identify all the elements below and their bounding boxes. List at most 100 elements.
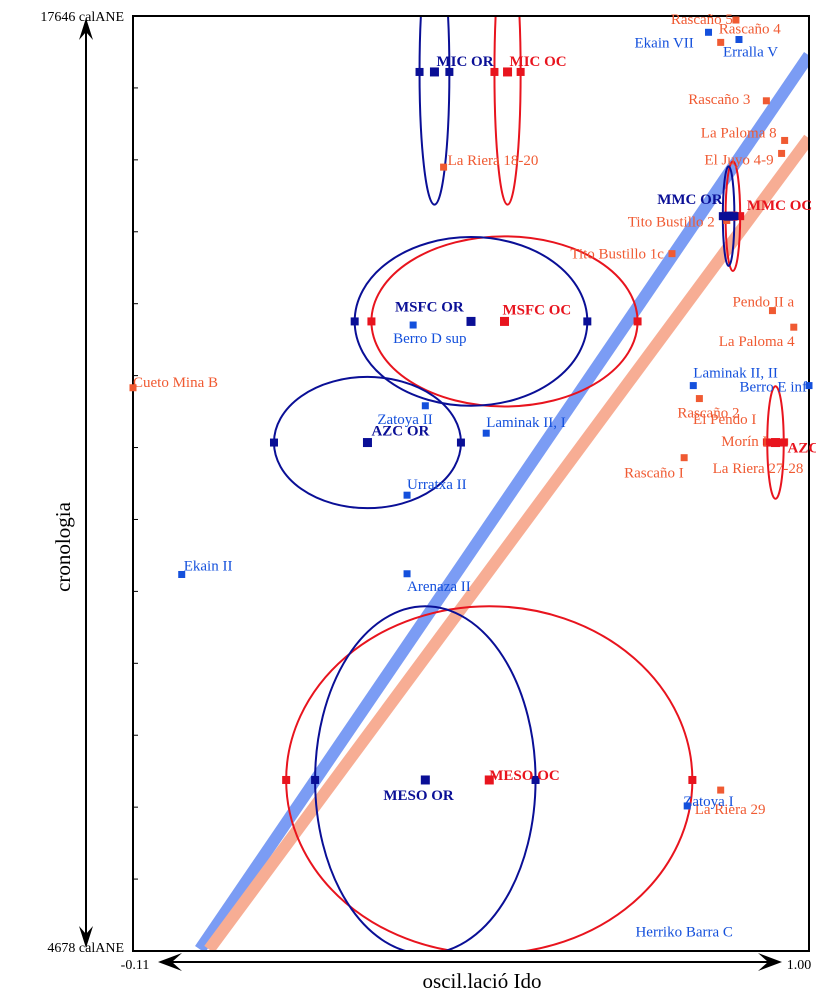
group-label-mmc-oc: MMC OC — [747, 198, 812, 214]
edge-marker-azc-or — [269, 438, 278, 447]
point-label-berro-e-inf: Berro E inf — [740, 380, 807, 396]
trend-lines — [195, 51, 809, 951]
point-label-ekain-vii: Ekain VII — [635, 35, 694, 51]
trend-line-oc — [204, 134, 809, 951]
point-cueto-mina-b — [129, 384, 137, 392]
group-label-azc-or: AZC OR — [371, 424, 429, 440]
edge-marker-msfc-or — [350, 317, 359, 326]
point-label-tito-bustillo-2: Tito Bustillo 2 — [628, 214, 715, 230]
point-label-cueto-mina-b: Cueto Mina B — [133, 375, 218, 391]
point-label-ekain-ii: Ekain II — [184, 558, 233, 574]
edge-marker-meso-oc — [282, 775, 291, 784]
point-la-paloma-4 — [790, 323, 798, 331]
x-tick-label-left: -0.11 — [121, 958, 150, 973]
point-label-rascano-i: Rascaño I — [624, 466, 684, 482]
point-label-morin-i: Morín I — [721, 434, 767, 450]
point-label-pendo-ii-a: Pendo II a — [732, 295, 794, 311]
ellipse-mic-or — [418, 16, 451, 206]
point-rascano-3 — [762, 97, 770, 105]
edge-marker-msfc-oc — [367, 317, 376, 326]
y-axis-arrow — [79, 18, 93, 948]
point-label-la-paloma-8: La Paloma 8 — [701, 125, 777, 141]
center-marker-mic-oc — [503, 67, 513, 77]
edge-marker-mic-oc — [490, 67, 499, 76]
edge-marker-mmc-oc — [736, 212, 745, 221]
y-tick-label-bottom: 4678 calANE — [47, 941, 124, 956]
edge-marker-azc-oc — [779, 438, 788, 447]
group-label-mmc-or: MMC OR — [657, 192, 723, 208]
edge-marker-meso-or — [531, 775, 540, 784]
y-tick-label-top: 17646 calANE — [40, 10, 124, 25]
point-label-rascano-3: Rascaño 3 — [688, 92, 750, 108]
edge-marker-mic-or — [445, 67, 454, 76]
center-marker-msfc-oc — [499, 316, 509, 326]
point-zatoya-i — [683, 802, 691, 810]
center-marker-meso-oc — [484, 775, 494, 785]
point-label-laminak-ii-ii: Laminak II, II — [693, 366, 778, 382]
group-label-mic-oc: MIC OC — [510, 54, 567, 70]
point-label-rascano-2: Rascaño 2 — [677, 406, 739, 422]
point-laminak-ii-i — [482, 429, 490, 437]
point-la-riera-29 — [717, 786, 725, 794]
point-label-zatoya-ii: Zatoya II — [377, 412, 432, 428]
plot-frame — [132, 15, 810, 952]
point-rascano-4 — [717, 38, 725, 46]
point-laminak-ii-ii — [689, 382, 697, 390]
y-axis-label: cronologia — [51, 501, 75, 591]
point-rascano-2 — [695, 395, 703, 403]
point-label-urratxa-ii: Urratxa II — [407, 477, 467, 493]
ellipse-mic-oc — [493, 16, 522, 206]
edge-marker-mmc-or — [730, 212, 739, 221]
point-label-el-juyo-4-9: El Juyo 4-9 — [704, 152, 773, 168]
point-ekain-ii — [178, 570, 186, 578]
center-marker-mmc-or — [724, 211, 734, 221]
point-label-rascano-5: Rascaño 5 — [671, 12, 733, 28]
data-labels: MIC OC MIC OR MMC OC MMC OR MSFC OC MSFC OR AZ… — [133, 12, 816, 940]
point-el-juyo-4-9 — [778, 149, 786, 157]
edge-marker-msfc-or — [583, 317, 592, 326]
point-urratxa-ii — [403, 491, 411, 499]
group-label-azc-oc: AZC OC — [788, 441, 816, 457]
point-label-rascano-4: Rascaño 4 — [719, 21, 782, 37]
edge-marker-azc-oc — [763, 438, 772, 447]
center-marker-azc-or — [362, 438, 372, 448]
point-la-paloma-8 — [781, 136, 789, 144]
edge-marker-meso-oc — [688, 775, 697, 784]
group-label-mic-or: MIC OR — [436, 54, 493, 70]
edge-marker-mic-or — [415, 67, 424, 76]
center-marker-azc-oc — [771, 438, 781, 448]
point-pendo-ii-a — [768, 307, 776, 315]
edge-marker-mic-oc — [516, 67, 525, 76]
edge-marker-mmc-or — [718, 212, 727, 221]
x-axis-arrow — [158, 953, 782, 971]
point-label-la-paloma-4: La Paloma 4 — [719, 334, 795, 350]
point-arenaza-ii — [403, 570, 411, 578]
edge-marker-azc-or — [456, 438, 465, 447]
point-rascano-5 — [732, 16, 740, 24]
point-la-riera-18-20 — [440, 163, 448, 171]
point-label-herriko-barra-c: Herriko Barra C — [635, 924, 732, 940]
group-label-meso-or: MESO OR — [383, 788, 454, 804]
group-label-msfc-or: MSFC OR — [395, 299, 464, 315]
point-label-zatoya-i: Zatoya I — [683, 794, 733, 810]
x-tick-label-right: 1.00 — [787, 958, 812, 973]
point-zatoya-ii — [421, 402, 429, 410]
group-label-meso-oc: MESO OC — [489, 768, 559, 784]
point-tito-bustillo-1c — [668, 250, 676, 258]
trend-line-or — [195, 51, 809, 951]
point-label-la-riera-29: La Riera 29 — [695, 802, 766, 818]
center-marker-meso-or — [420, 775, 430, 785]
edge-marker-meso-or — [311, 775, 320, 784]
point-ekain-vii — [705, 28, 713, 36]
center-marker-mic-or — [429, 67, 439, 77]
point-label-berro-d-sup: Berro D sup — [393, 331, 466, 347]
group-label-msfc-oc: MSFC OC — [502, 302, 571, 318]
group-centers — [269, 67, 788, 785]
point-label-la-riera-18-20: La Riera 18-20 — [448, 153, 539, 169]
point-label-laminak-ii-i: Laminak II, I — [486, 415, 566, 431]
point-label-tito-bustillo-1c: Tito Bustillo 1c — [570, 247, 664, 263]
point-label-erralla-v: Erralla V — [723, 45, 778, 61]
point-rascano-i — [680, 454, 688, 462]
point-label-arenaza-ii: Arenaza II — [407, 579, 471, 595]
